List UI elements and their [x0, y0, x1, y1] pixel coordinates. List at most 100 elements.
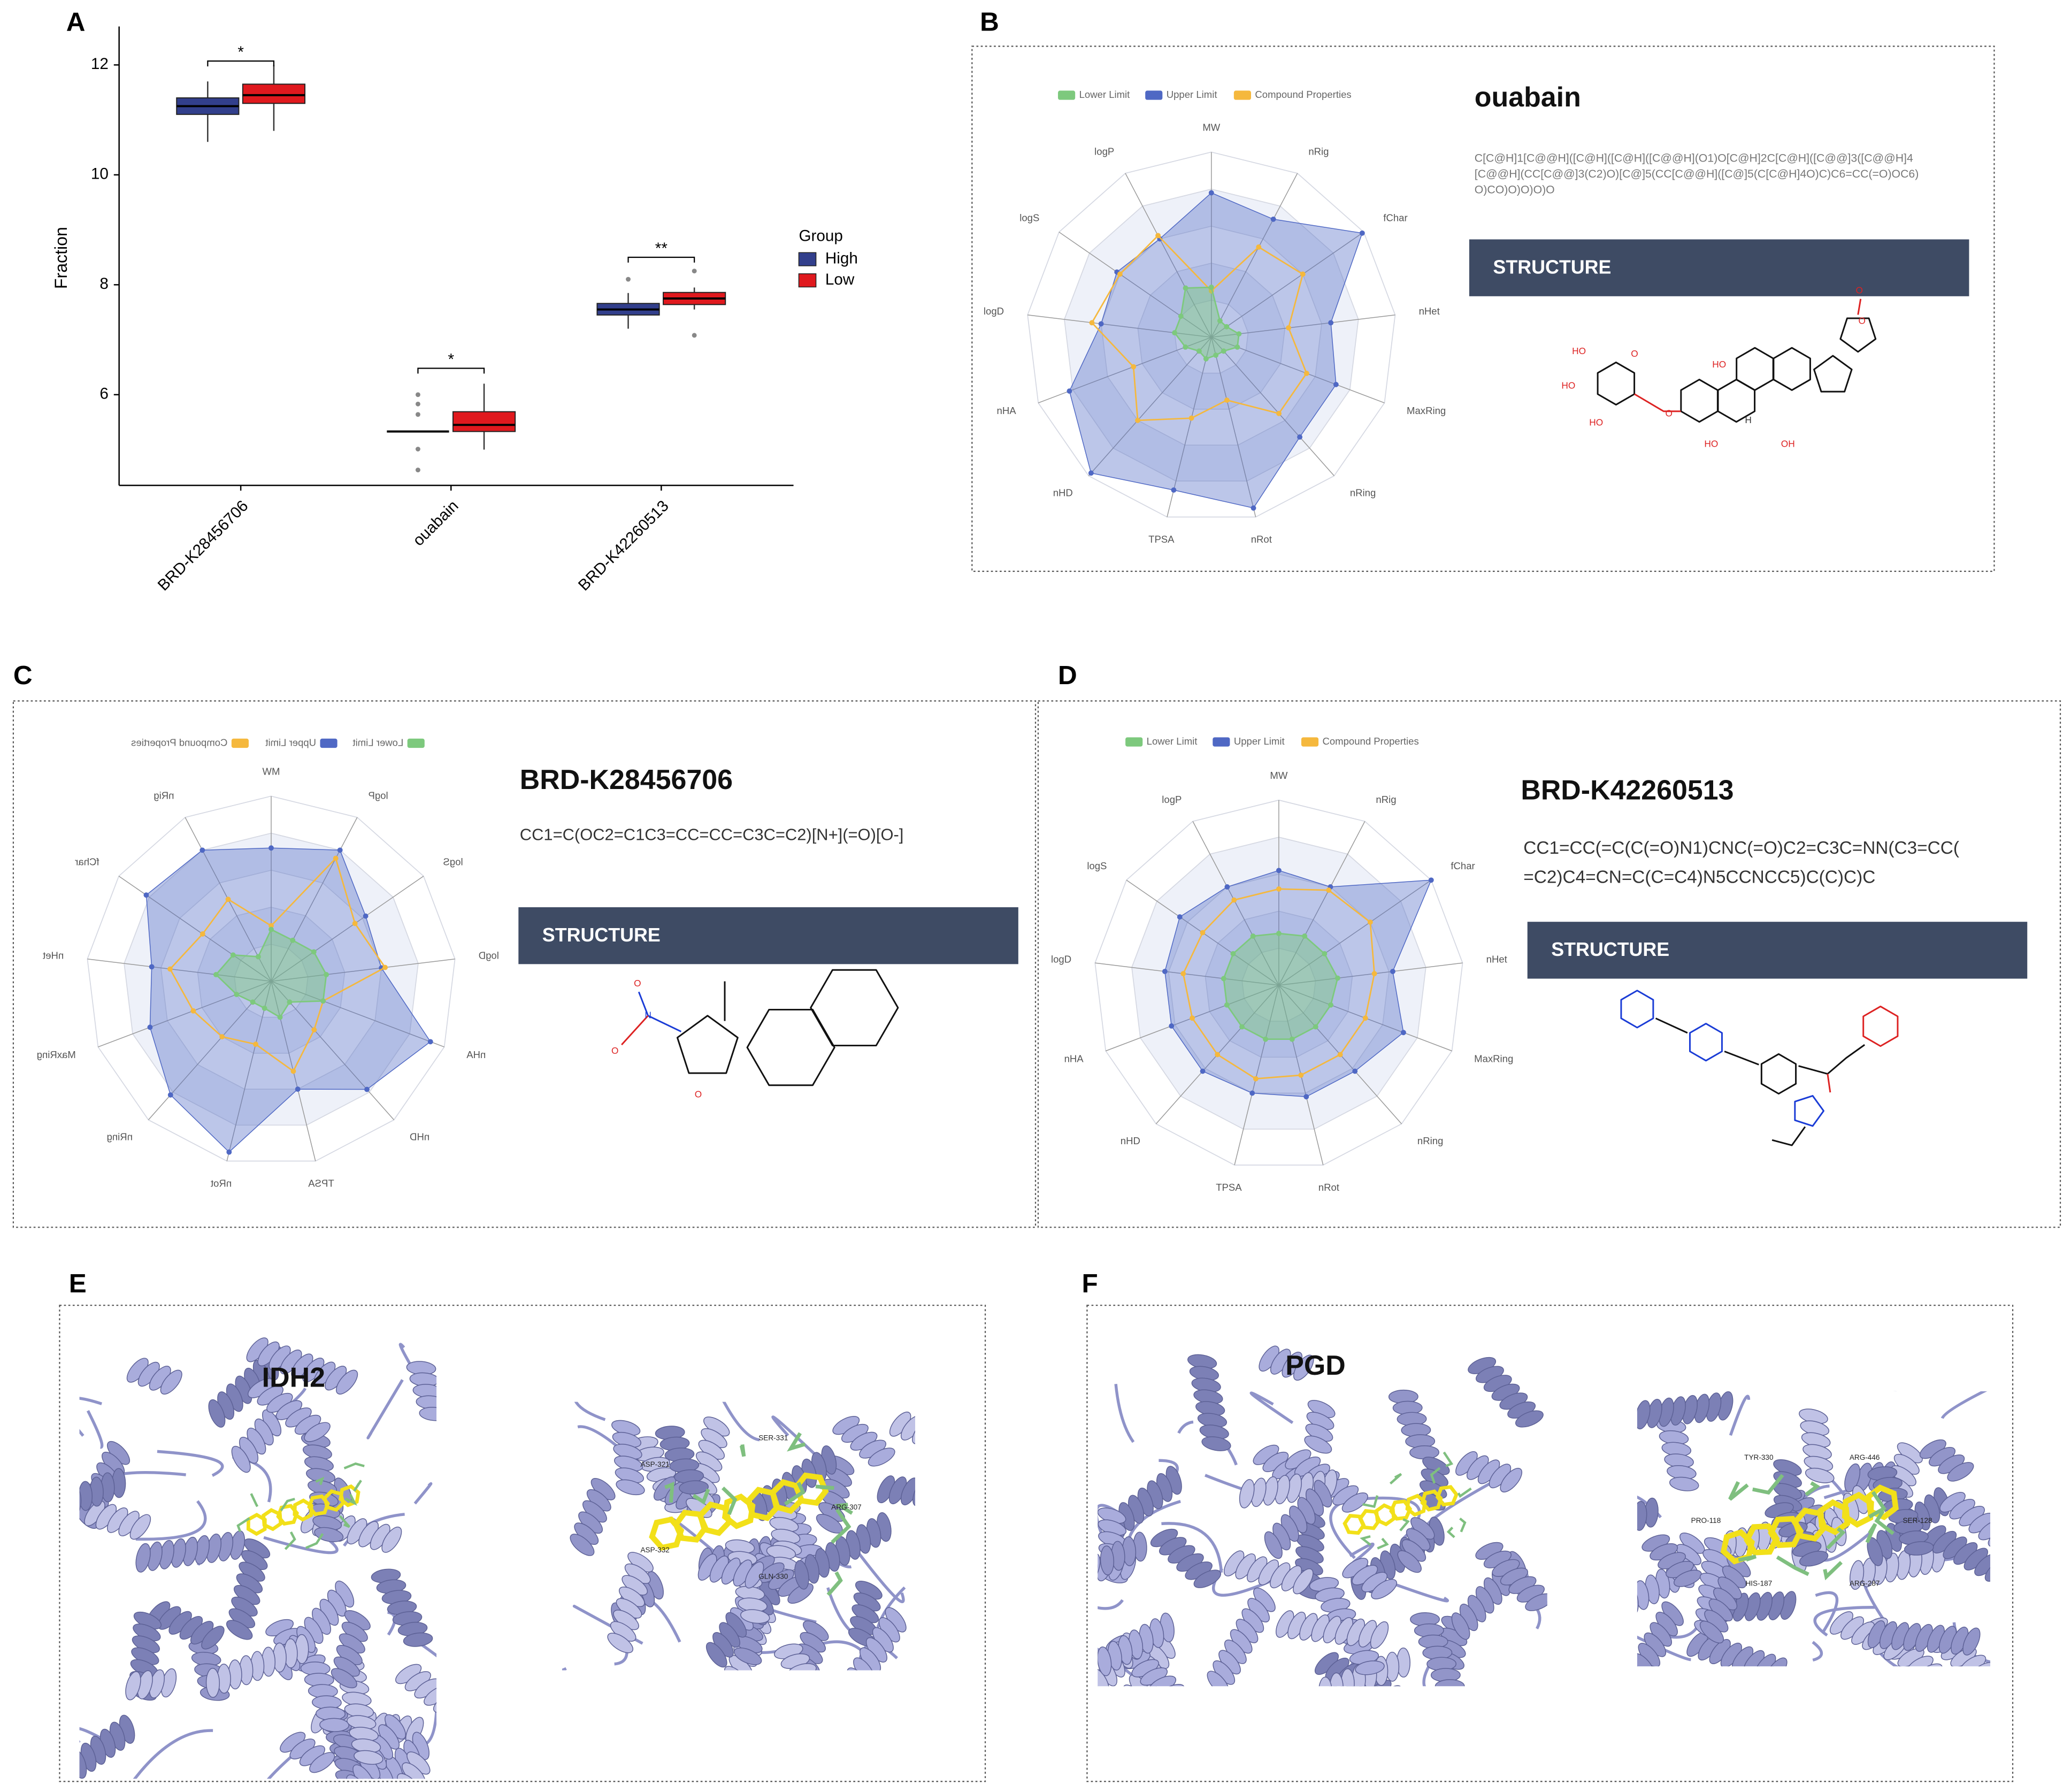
- radar-point: [269, 923, 274, 929]
- radar-point: [1302, 933, 1308, 939]
- radar-point: [1298, 1072, 1304, 1078]
- molecule: [1597, 298, 1877, 423]
- residue-stick: [721, 1487, 738, 1515]
- radar-spoke: [1211, 314, 1395, 338]
- residue-label: SER-331: [758, 1434, 788, 1442]
- radar-spoke: [271, 959, 455, 982]
- radar-spoke: [1278, 821, 1366, 986]
- residue-stick: [1826, 1527, 1846, 1550]
- atom-label: HO: [1704, 438, 1718, 449]
- smiles: [C@@H](CC[C@@]3(C2)O)[C@]5(CC[C@@H]([C@]…: [1475, 167, 1919, 180]
- protein-helix: [125, 1671, 141, 1701]
- radar-area: [1069, 192, 1363, 509]
- protein-helix: [616, 1479, 645, 1496]
- atom-label: HO: [1561, 380, 1575, 390]
- radar-point: [1224, 397, 1230, 403]
- outlier: [415, 468, 420, 473]
- radar-point: [143, 892, 149, 898]
- radar-point: [167, 1092, 173, 1098]
- radar-axis-label: nRig: [154, 790, 174, 801]
- radar-axis-label: logS: [443, 856, 463, 867]
- radar-point: [1390, 969, 1395, 974]
- legend-swatch: [798, 252, 817, 266]
- legend-swatch: [1301, 737, 1319, 747]
- protein-helix: [1637, 1400, 1651, 1430]
- radar-point: [1322, 951, 1328, 956]
- panel-label: C: [13, 661, 33, 690]
- radar-point: [1263, 1036, 1269, 1042]
- protein-coil: [1362, 1496, 1421, 1540]
- bond: [1634, 393, 1681, 412]
- radar-point: [1359, 230, 1365, 236]
- protein-render: [1098, 1345, 1547, 1687]
- protein-helix: [733, 1647, 762, 1665]
- protein-render: [79, 1337, 437, 1779]
- radar-point: [364, 1086, 370, 1092]
- radar-axis-label: MaxRing: [1407, 405, 1446, 416]
- radar-spoke: [1088, 336, 1212, 477]
- protein-helix: [1098, 1553, 1101, 1582]
- protein-coil: [1729, 1395, 1751, 1436]
- protein-helix: [205, 1668, 220, 1698]
- radar-spoke: [1211, 173, 1298, 338]
- radar-point: [1169, 1023, 1175, 1029]
- radar-point: [225, 897, 231, 902]
- radar-axis-label: logS: [1087, 860, 1107, 871]
- frame-e: [59, 1305, 986, 1782]
- legend-title: Group: [799, 227, 842, 244]
- radar-point: [427, 1039, 433, 1045]
- residue-label: ASP-321: [640, 1460, 669, 1468]
- outlier: [692, 269, 697, 274]
- protein-name: IDH2: [262, 1362, 325, 1393]
- bond: [1597, 361, 1636, 406]
- protein-helix: [1293, 1568, 1314, 1595]
- outlier: [626, 277, 631, 282]
- radar-point: [277, 1014, 283, 1020]
- protein-helix: [787, 1663, 817, 1671]
- radar-point: [1178, 313, 1184, 319]
- protein-helix: [1304, 1435, 1332, 1454]
- protein-coil: [1177, 1420, 1194, 1434]
- smiles: C[C@H]1[C@@H]([C@H]([C@H]([C@@H](O1)O[C@…: [1475, 151, 1913, 164]
- molecule: [1620, 990, 1899, 1146]
- frame-c: [12, 700, 1037, 1228]
- radar-axis-label: nRot: [210, 1178, 232, 1189]
- residue-stick: [1738, 1554, 1757, 1562]
- legend-label: Low: [825, 271, 855, 288]
- protein-coil: [1422, 1663, 1432, 1687]
- protein-helix: [354, 1750, 383, 1765]
- protein-coil: [1877, 1650, 1899, 1667]
- radar-point: [250, 999, 256, 1005]
- bond: [1839, 317, 1877, 353]
- residue-stick: [692, 1488, 710, 1505]
- legend-swatch: [1233, 90, 1251, 100]
- legend-label: Compound Properties: [131, 737, 227, 748]
- radar-axis-label: nHA: [997, 405, 1017, 416]
- protein-helix: [201, 1626, 225, 1650]
- legend-label: Upper Limit: [1234, 736, 1285, 747]
- legend-label: Lower Limit: [352, 737, 404, 748]
- residue-stick: [280, 1497, 295, 1512]
- protein-helix: [381, 1526, 402, 1553]
- radar-point: [1224, 884, 1230, 890]
- protein-helix: [1844, 1463, 1861, 1492]
- protein-helix: [853, 1657, 875, 1671]
- legend-swatch: [1213, 737, 1230, 747]
- atom-label: O: [1666, 408, 1673, 418]
- protein-helix: [1637, 1586, 1639, 1616]
- protein-helix: [1098, 1646, 1112, 1676]
- protein-coil: [1161, 1522, 1223, 1573]
- radar-point: [1067, 388, 1072, 394]
- structure-banner: [1527, 922, 2028, 979]
- radar-point: [230, 952, 236, 958]
- radar-area: [1223, 932, 1339, 1040]
- compound-name: BRD-K42260513: [1521, 775, 1733, 806]
- radar-point: [290, 1068, 296, 1074]
- residue-label: ARG-307: [831, 1503, 862, 1511]
- radar-axis-label: nHD: [1053, 487, 1073, 499]
- radar-point: [1334, 975, 1340, 981]
- box: [452, 411, 516, 432]
- radar-point: [1208, 190, 1214, 196]
- radar-point: [1337, 1052, 1343, 1058]
